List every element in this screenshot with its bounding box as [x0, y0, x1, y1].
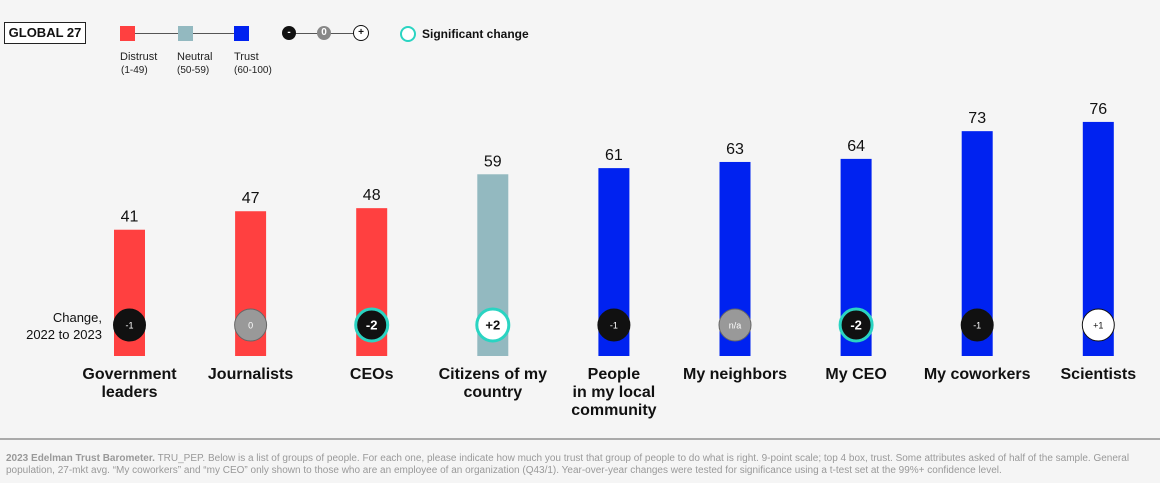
value-label-4: 61 — [605, 147, 623, 164]
legend-swatch-distrust — [120, 26, 135, 41]
category-label-5: My neighbors — [670, 366, 800, 384]
category-label-line: People — [587, 366, 641, 383]
change-value-0: -1 — [125, 321, 133, 331]
change-value-2: -2 — [366, 318, 378, 333]
value-label-7: 73 — [968, 110, 986, 127]
footnote: 2023 Edelman Trust Barometer. TRU_PEP. B… — [6, 453, 1154, 477]
legend-range-distrust: (1-49) — [121, 65, 148, 76]
category-label-line: leaders — [101, 384, 158, 401]
value-label-8: 76 — [1089, 101, 1107, 118]
region-badge: GLOBAL 27 — [4, 22, 86, 44]
category-label-line: in my local — [572, 384, 656, 401]
category-label-line: My coworkers — [923, 366, 1031, 383]
value-label-1: 47 — [242, 190, 260, 207]
change-label-line2: 2022 to 2023 — [26, 327, 102, 342]
category-label-line: Government — [82, 366, 177, 383]
scale-negative-icon: - — [282, 26, 296, 40]
value-label-5: 63 — [726, 141, 744, 158]
change-value-8: +1 — [1093, 321, 1103, 331]
footer-divider — [0, 438, 1160, 440]
change-circle-8 — [1081, 308, 1115, 342]
footnote-source: 2023 Edelman Trust Barometer. — [6, 453, 155, 464]
significant-change-label: Significant change — [422, 27, 529, 41]
category-label-line: My CEO — [825, 366, 887, 383]
category-label-line: Citizens of my — [438, 366, 548, 383]
change-circle-3 — [475, 307, 511, 343]
change-value-6: -2 — [850, 318, 862, 333]
change-circle-6 — [838, 307, 874, 343]
category-label-line: country — [463, 384, 523, 401]
category-label-0: Government leaders — [65, 366, 195, 402]
category-label-line: CEOs — [349, 366, 394, 383]
legend-swatch-neutral — [178, 26, 193, 41]
change-value-5: n/a — [729, 321, 742, 331]
legend-range-neutral: (50-59) — [177, 65, 210, 76]
value-label-0: 41 — [121, 209, 139, 226]
footnote-text: TRU_PEP. Below is a list of groups of pe… — [6, 453, 1130, 476]
trust-bar-chart: 41 -1 47 0 48 -2 59 +2 61 -1 63 n/a 64 -2 73 -1 76 +1 — [113, 101, 1115, 356]
scale-zero-icon: 0 — [317, 26, 331, 40]
change-circle-4 — [597, 308, 631, 342]
legend-label-trust: Trust — [234, 51, 259, 63]
category-label-4: People in my local community — [549, 366, 679, 420]
category-label-line: community — [571, 402, 657, 419]
value-label-6: 64 — [847, 138, 865, 155]
change-circle-7 — [960, 308, 994, 342]
category-label-line: Journalists — [207, 366, 294, 383]
category-label-2: CEOs — [307, 366, 437, 384]
category-label-line: My neighbors — [682, 366, 787, 383]
legend-label-distrust: Distrust — [120, 51, 158, 63]
significant-change-icon — [400, 26, 416, 42]
change-axis-label: Change, 2022 to 2023 — [10, 309, 102, 343]
category-label-1: Journalists — [186, 366, 316, 384]
legend-swatch-trust — [234, 26, 249, 41]
scale-positive-icon: + — [353, 25, 369, 41]
legend-range-trust: (60-100) — [234, 65, 272, 76]
change-value-4: -1 — [610, 321, 618, 331]
legend-label-neutral: Neutral — [177, 51, 213, 63]
value-label-2: 48 — [363, 187, 381, 204]
change-label-line1: Change, — [52, 310, 102, 325]
change-value-7: -1 — [973, 321, 981, 331]
category-label-8: Scientists — [1033, 366, 1160, 384]
change-circle-5 — [718, 308, 752, 342]
category-label-3: Citizens of my country — [428, 366, 558, 402]
category-label-line: Scientists — [1060, 366, 1137, 383]
change-value-3: +2 — [485, 318, 500, 333]
change-circle-2 — [354, 307, 390, 343]
change-circle-1 — [234, 308, 268, 342]
change-value-1: 0 — [248, 321, 253, 331]
category-label-6: My CEO — [791, 366, 921, 384]
category-label-7: My coworkers — [912, 366, 1042, 384]
change-circle-0 — [113, 308, 146, 342]
value-label-3: 59 — [484, 153, 502, 170]
